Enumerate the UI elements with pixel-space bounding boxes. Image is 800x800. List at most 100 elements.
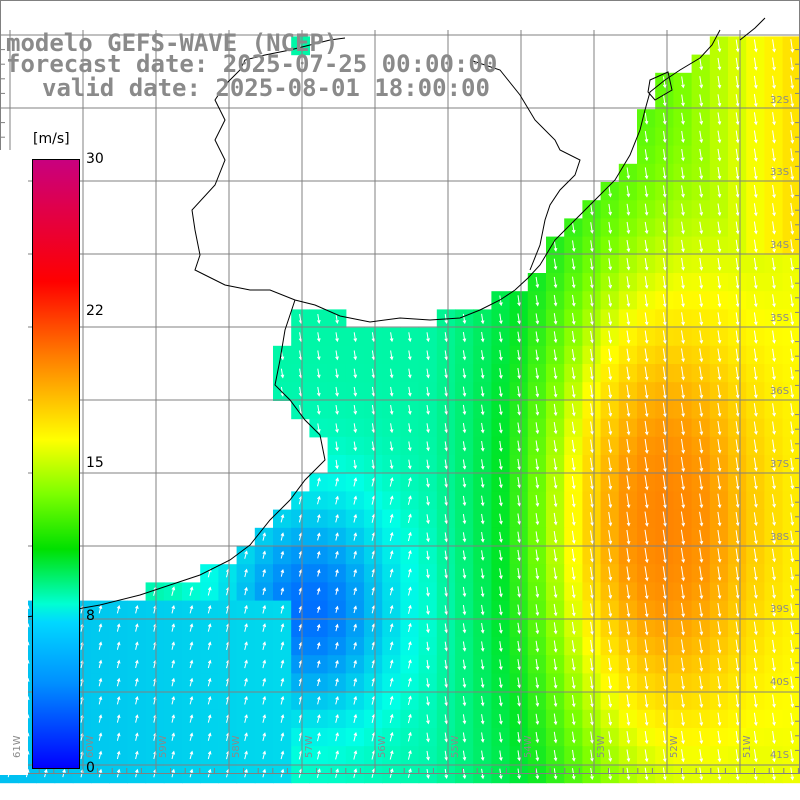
wind-arrow	[353, 513, 358, 523]
wind-arrow	[408, 350, 412, 361]
wind-arrow	[499, 349, 503, 361]
wind-arrow	[444, 386, 449, 397]
wind-arrow	[753, 694, 758, 708]
wind-arrow	[408, 622, 412, 633]
wind-arrow	[116, 695, 121, 705]
wind-arrow	[280, 677, 285, 687]
wind-arrow	[371, 441, 376, 452]
wind-arrow	[517, 604, 521, 616]
wind-arrow	[571, 621, 576, 635]
wind-arrow	[608, 511, 613, 527]
wind-arrow	[335, 568, 339, 577]
wind-arrow	[753, 166, 758, 180]
wind-arrow	[790, 731, 795, 745]
wind-arrow	[772, 731, 776, 745]
colorbar-tick-0: 0	[86, 760, 95, 776]
wind-arrow	[662, 547, 667, 564]
wind-arrow	[681, 130, 685, 143]
wind-arrow	[753, 112, 758, 126]
wind-arrow	[680, 475, 686, 491]
wind-arrow	[462, 732, 467, 743]
wind-arrow	[772, 312, 776, 326]
wind-arrow	[499, 495, 503, 507]
wind-arrow	[480, 695, 485, 707]
wind-arrow	[662, 566, 667, 582]
wind-arrow	[699, 203, 704, 217]
wind-arrow	[753, 749, 758, 763]
wind-arrow	[753, 94, 758, 108]
wind-arrow	[517, 640, 521, 653]
wind-arrow	[699, 420, 704, 436]
wind-arrow	[462, 750, 467, 761]
wind-arrow	[389, 531, 394, 542]
wind-arrow	[608, 530, 613, 545]
lat-label-34s: 34S	[770, 240, 790, 251]
wind-arrow	[244, 714, 248, 723]
wind-arrow	[535, 422, 540, 435]
wind-arrow	[389, 586, 394, 596]
wind-arrow	[735, 75, 740, 89]
wind-arrow	[444, 495, 449, 507]
wind-arrow	[317, 714, 321, 723]
wind-arrow	[444, 732, 449, 743]
wind-arrow	[790, 476, 795, 490]
wind-arrow	[735, 203, 740, 217]
wind-arrow	[644, 420, 649, 436]
wind-arrow	[626, 384, 631, 399]
wind-arrow	[626, 402, 631, 418]
wind-arrow	[626, 203, 631, 216]
wind-arrow	[681, 185, 685, 198]
wind-arrow	[699, 584, 704, 600]
wind-arrow	[735, 457, 740, 472]
wind-arrow	[426, 550, 430, 561]
wind-arrow	[608, 658, 613, 672]
wind-arrow	[444, 423, 449, 434]
wind-arrow	[571, 476, 576, 490]
wind-arrow	[717, 493, 722, 509]
wind-arrow	[626, 749, 631, 763]
wind-arrow	[590, 585, 594, 599]
wind-arrow	[408, 405, 412, 415]
wind-arrow	[407, 495, 412, 505]
wind-arrow	[753, 330, 758, 344]
wind-arrow	[735, 276, 740, 290]
wind-arrow	[590, 566, 594, 581]
wind-arrow	[499, 604, 503, 616]
wind-arrow	[753, 57, 758, 71]
wind-arrow	[626, 676, 631, 690]
wind-arrow	[244, 604, 248, 614]
wind-arrow	[699, 167, 704, 180]
wind-arrow	[517, 622, 521, 635]
wind-arrow	[571, 676, 576, 690]
wind-arrow	[735, 676, 740, 690]
wind-arrow	[262, 732, 267, 742]
wind-arrow	[717, 130, 722, 144]
wind-arrow	[499, 732, 503, 743]
wind-arrow	[772, 403, 776, 417]
wind-arrow	[244, 550, 248, 559]
wind-arrow	[317, 750, 321, 760]
wind-arrow	[517, 313, 521, 325]
lat-label-36s: 36S	[770, 386, 790, 397]
wind-arrow	[772, 221, 776, 235]
wind-arrow	[135, 732, 139, 741]
wind-arrow	[717, 511, 722, 527]
wind-arrow	[753, 439, 758, 454]
wind-arrow	[626, 312, 631, 326]
wind-arrow	[772, 294, 776, 308]
wind-arrow	[790, 621, 795, 636]
wind-arrow	[717, 221, 722, 235]
wind-arrow	[772, 385, 776, 399]
wind-arrow	[608, 384, 613, 399]
wind-arrow	[189, 623, 194, 632]
wind-arrow	[335, 587, 339, 595]
wind-arrow	[517, 295, 521, 307]
wind-arrow	[644, 366, 649, 381]
wind-arrow	[553, 422, 558, 435]
wind-arrow	[590, 676, 594, 690]
wind-arrow	[790, 312, 795, 326]
wind-arrow	[608, 712, 613, 726]
wind-arrow	[735, 330, 740, 344]
wind-arrow	[626, 294, 631, 308]
